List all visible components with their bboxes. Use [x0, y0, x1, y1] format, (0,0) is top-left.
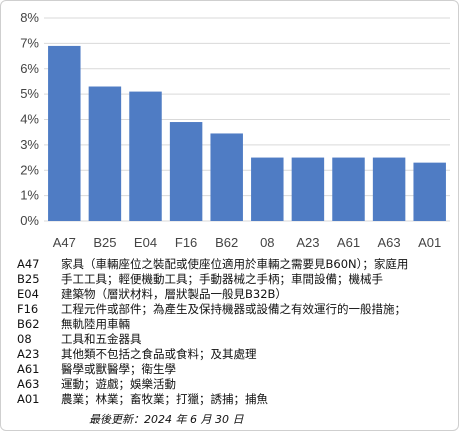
bar-A63 — [372, 157, 406, 221]
x-tick-label: F16 — [175, 235, 197, 250]
legend-code: A61 — [17, 362, 40, 376]
y-tick-label: 4% — [20, 112, 39, 127]
x-tick-label: A23 — [296, 235, 319, 250]
legend-description: 家具（車輛座位之裝配或使座位適用於車輛之需要見B60N）；家庭用 — [61, 257, 409, 271]
y-tick-label: 5% — [20, 86, 39, 101]
legend-code: A63 — [17, 377, 40, 391]
legend-row: A23 其他類不包括之食品或食料；及其處理 — [1, 347, 458, 362]
legend-description: 醫學或獸醫學；衛生學 — [61, 362, 176, 376]
legend-description: 建築物（層狀材料，層狀製品一般見B32B） — [61, 287, 287, 301]
legend-code: E04 — [17, 287, 39, 301]
y-tick-label: 8% — [20, 10, 39, 25]
legend-code: A23 — [17, 347, 40, 361]
legend-description: 其他類不包括之食品或食料；及其處理 — [61, 347, 257, 361]
legend-code: F16 — [17, 302, 39, 316]
x-tick-label: A47 — [53, 235, 76, 250]
legend-row: B62 無軌陸用車輛 — [1, 317, 458, 332]
bar-F16 — [169, 122, 203, 221]
y-tick-label: 7% — [20, 35, 39, 50]
x-tick-label: B62 — [215, 235, 238, 250]
bar-08 — [251, 157, 284, 221]
legend-code: B62 — [17, 317, 40, 331]
legend-row: B25 手工工具；輕便機動工具；手動器械之手柄；車間設備；機械手 — [1, 272, 458, 287]
y-tick-label: 3% — [20, 137, 39, 152]
legend-code: A01 — [17, 392, 40, 406]
bar-A61 — [332, 157, 365, 221]
legend-description: 工程元件或部件；為產生及保持機器或設備之有效運行的一般措施； — [61, 302, 406, 316]
x-tick-label: A63 — [378, 235, 401, 250]
legend-row: A63 運動；遊戲；娛樂活動 — [1, 377, 458, 392]
legend-code: A47 — [17, 257, 40, 271]
bar-chart: 0% 1% 2% 3% 4% 5% 6% 7% 8% A47 B25 E04 F16 B62 08 A23 A6… — [20, 10, 450, 250]
legend-row: A01 農業；林業；畜牧業；打獵；誘捕；捕魚 — [1, 392, 458, 407]
bar-A47 — [48, 45, 81, 221]
bar-A23 — [291, 157, 325, 221]
y-tick-label: 2% — [20, 162, 39, 177]
x-tick-label: E04 — [134, 235, 157, 250]
legend-row: A47 家具（車輛座位之裝配或使座位適用於車輛之需要見B60N）；家庭用 — [1, 257, 458, 272]
legend-row: 08 工具和五金器具 — [1, 332, 458, 347]
legend-description: 工具和五金器具 — [61, 332, 142, 346]
bar-B62 — [210, 133, 243, 221]
legend-row: A61 醫學或獸醫學；衛生學 — [1, 362, 458, 377]
legend-row: E04 建築物（層狀材料，層狀製品一般見B32B） — [1, 287, 458, 302]
legend-row: F16 工程元件或部件；為產生及保持機器或設備之有效運行的一般措施； — [1, 302, 458, 317]
x-tick-label: B25 — [93, 235, 116, 250]
y-tick-label: 1% — [20, 188, 39, 203]
x-tick-label: A01 — [418, 235, 441, 250]
y-tick-label: 6% — [20, 61, 39, 76]
legend-code: 08 — [17, 332, 32, 346]
bar-A01 — [413, 162, 446, 221]
legend-code: B25 — [17, 272, 40, 286]
legend-description: 手工工具；輕便機動工具；手動器械之手柄；車間設備；機械手 — [61, 272, 383, 286]
y-tick-label: 0% — [20, 213, 39, 228]
x-tick-label: 08 — [260, 235, 274, 250]
last-updated-note: 最後更新：2024 年 6 月 30 日 — [89, 413, 244, 426]
bar-B25 — [88, 86, 122, 221]
legend-description: 農業；林業；畜牧業；打獵；誘捕；捕魚 — [61, 392, 268, 406]
bar-E04 — [129, 91, 162, 222]
x-tick-label: A61 — [337, 235, 360, 250]
legend-description: 運動；遊戲；娛樂活動 — [61, 377, 176, 391]
legend-description: 無軌陸用車輛 — [61, 317, 130, 331]
